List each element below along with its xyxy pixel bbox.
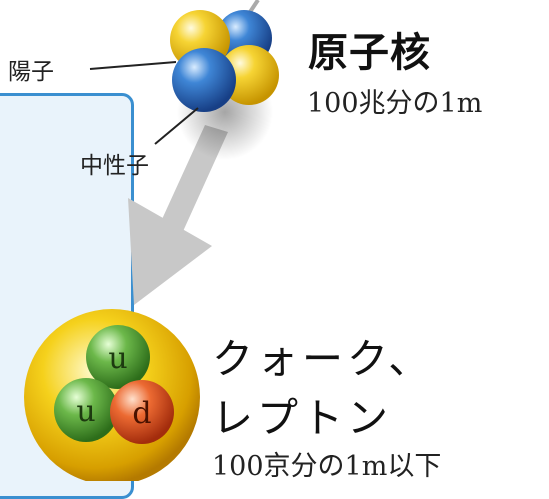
proton-leader-line [89,61,177,70]
quark-title-line2: レプトン [212,394,392,442]
quark-d-text: d [132,396,151,431]
quark-u1-text: u [108,341,127,376]
up-quark-ball [54,378,118,442]
connector-line-top [248,0,260,14]
nucleus-cluster [170,10,279,160]
diagram-stage: u u d 陽子 中性子 原子核 100兆分の1m クォーク、 レプトン 100… [0,0,483,499]
proton-label: 陽子 [8,59,54,85]
neutron-label: 中性子 [80,153,149,179]
nucleus-title: 原子核 [308,30,431,76]
quark-u2-text: u [76,394,95,429]
neutron-ball [172,48,236,112]
nucleus-size: 100兆分の1m [307,88,483,119]
neutron-leader-line [154,107,199,145]
up-quark-ball [86,325,150,389]
quark-size: 100京分の1m以下 [212,451,442,482]
down-quark-ball [110,380,174,444]
quark-sphere: u u d [24,309,200,481]
quark-title-line1: クォーク、 [212,335,434,383]
diagram-graphics: u u d [24,0,279,481]
